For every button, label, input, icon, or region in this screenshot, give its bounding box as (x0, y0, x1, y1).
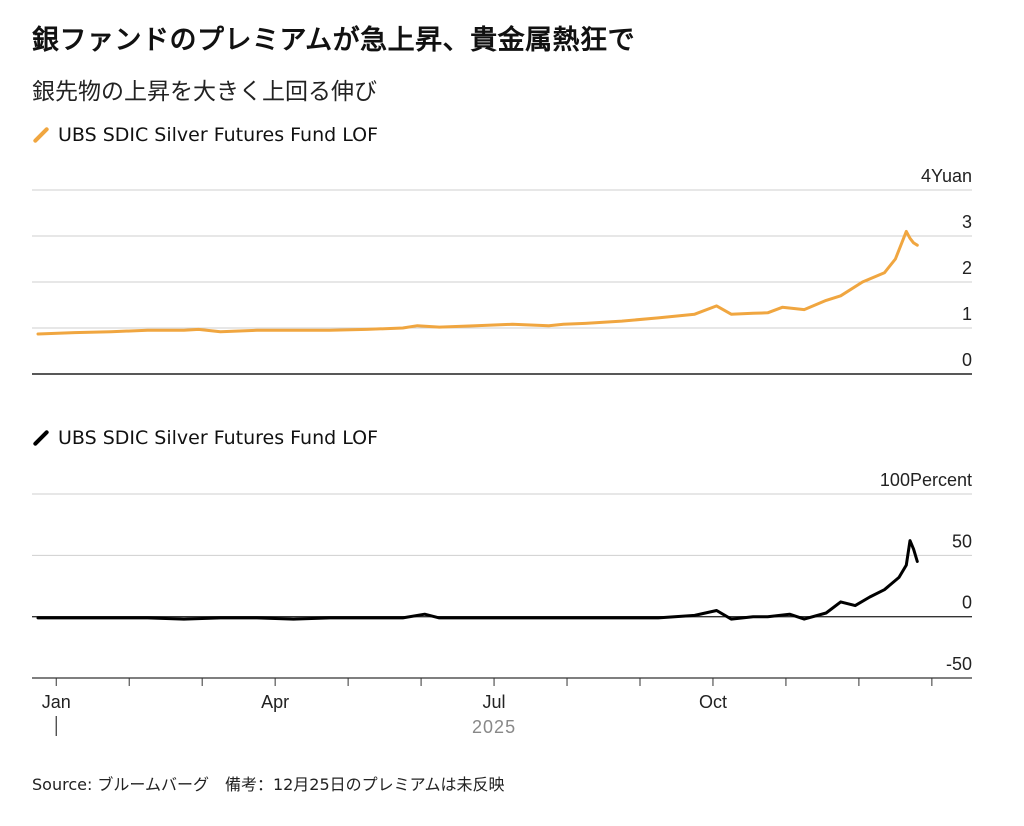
legend-label-premium: UBS SDIC Silver Futures Fund LOF (58, 427, 379, 449)
x-label-year: 2025 (472, 717, 516, 737)
legend-premium: UBS SDIC Silver Futures Fund LOF (32, 427, 378, 449)
chart-subtitle: 銀先物の上昇を大きく上回る伸び (32, 79, 377, 105)
ytick-label-premium-0: 0 (962, 593, 972, 613)
source-note: Source: ブルームバーグ 備考：12月25日のプレミアムは未反映 (32, 775, 505, 794)
legend-label-price: UBS SDIC Silver Futures Fund LOF (58, 124, 379, 146)
x-label-jul: Jul (483, 692, 506, 712)
ytick-label-premium-100: 100Percent (880, 470, 972, 490)
x-label-apr: Apr (261, 692, 289, 712)
chart-title: 銀ファンドのプレミアムが急上昇、貴金属熱狂で (32, 25, 636, 56)
ytick-label-price-0: 0 (962, 350, 972, 370)
series-line-premium (36, 539, 919, 621)
x-label-oct: Oct (699, 692, 727, 712)
ytick-label-price-2: 2 (962, 258, 972, 278)
ytick-label-price-1: 1 (962, 304, 972, 324)
legend-price: UBS SDIC Silver Futures Fund LOF (32, 124, 378, 146)
series-line-price (36, 229, 919, 336)
ytick-label-premium--50: -50 (946, 654, 972, 674)
x-label-jan: Jan (42, 692, 71, 712)
ytick-label-price-4: 4Yuan (921, 166, 972, 186)
ytick-label-premium-50: 50 (952, 531, 972, 551)
ytick-label-price-3: 3 (962, 212, 972, 232)
